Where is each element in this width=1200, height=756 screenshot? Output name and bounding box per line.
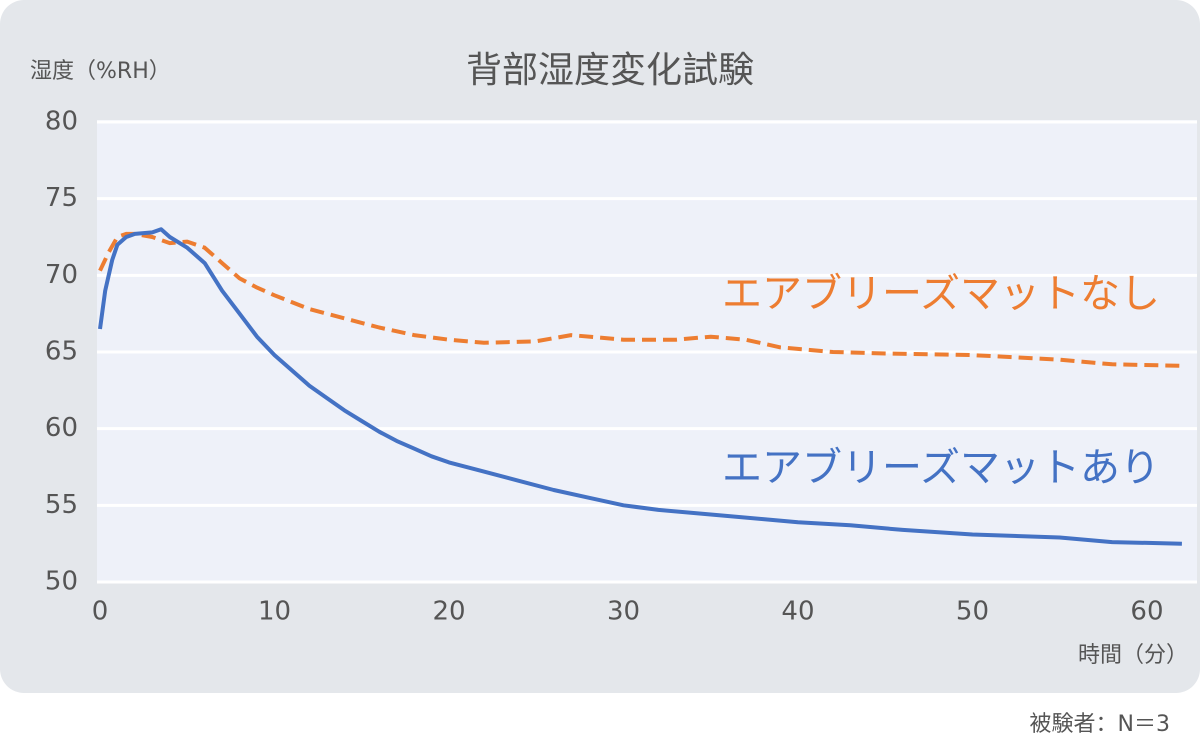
x-tick-label: 50 bbox=[956, 597, 989, 627]
y-tick-label: 65 bbox=[45, 337, 78, 367]
series-line bbox=[98, 231, 1182, 368]
y-tick-label: 80 bbox=[45, 107, 78, 137]
y-axis-label: 湿度（%RH） bbox=[30, 59, 171, 84]
y-tick-label: 60 bbox=[45, 413, 78, 443]
y-tick-label: 50 bbox=[45, 567, 78, 597]
y-tick-label: 75 bbox=[45, 183, 78, 213]
y-tick-label: 55 bbox=[45, 490, 78, 520]
x-tick-label: 20 bbox=[432, 597, 465, 627]
x-tick-label: 40 bbox=[781, 597, 814, 627]
x-tick-label: 10 bbox=[258, 597, 291, 627]
note: 被験者：N＝3 bbox=[1030, 712, 1170, 737]
x-tick-label: 30 bbox=[607, 597, 640, 627]
x-tick-label: 60 bbox=[1130, 597, 1163, 627]
y-tick-label: 70 bbox=[45, 260, 78, 290]
series-label: エアブリーズマットなし bbox=[722, 271, 1160, 317]
series-label: エアブリーズマットあり bbox=[722, 445, 1160, 491]
x-axis-label: 時間（分） bbox=[1078, 643, 1188, 668]
series-line bbox=[98, 227, 1182, 546]
chart-title: 背部湿度変化試験 bbox=[466, 50, 754, 91]
x-tick-label: 0 bbox=[92, 597, 109, 627]
